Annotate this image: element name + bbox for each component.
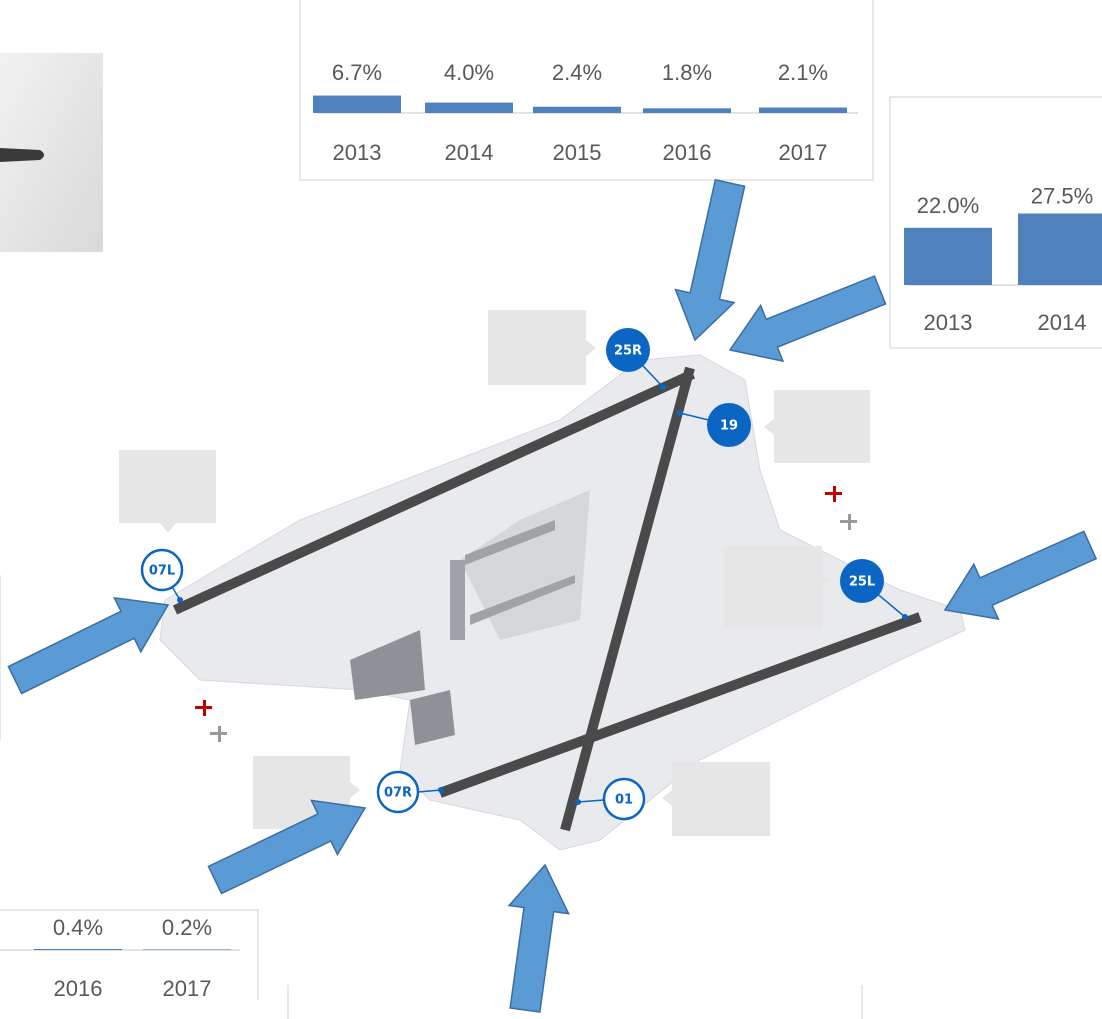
bar — [313, 96, 401, 113]
bar — [904, 228, 992, 285]
x-tick-label: 2013 — [924, 310, 973, 335]
runway-label: 19 — [720, 419, 738, 434]
bar — [425, 103, 513, 113]
arrow — [719, 262, 891, 378]
value-label: 0.4% — [53, 915, 103, 940]
plane-icon — [195, 700, 212, 716]
runway-label: 25L — [849, 575, 875, 590]
arrow — [495, 861, 574, 1014]
x-tick-label: 2013 — [333, 140, 382, 165]
x-tick-label: 2014 — [445, 140, 494, 165]
x-tick-label: 2014 — [1038, 310, 1087, 335]
runway-label: 25R — [614, 344, 642, 359]
value-label: 2.1% — [778, 60, 828, 85]
x-tick-label: 2016 — [54, 976, 103, 1001]
value-label: 4.0% — [444, 60, 494, 85]
value-label: 27.5% — [1031, 184, 1093, 209]
arrow — [666, 176, 760, 346]
chart-frame — [0, 910, 258, 1000]
plane-icon — [210, 726, 227, 742]
bar — [34, 949, 122, 950]
bar — [533, 107, 621, 113]
plane-icon — [840, 514, 857, 530]
airport-infographic: 25R 19 07L 25L 07R 01 6.7% 2013 4.0% 2014 2.… — [0, 0, 1102, 1019]
x-tick-label: 2017 — [779, 140, 828, 165]
arrow — [2, 578, 181, 707]
x-tick-label: 2015 — [553, 140, 602, 165]
value-label: 2.4% — [552, 60, 602, 85]
page: 25R 19 07L 25L 07R 01 6.7% 2013 4.0% 2014 2.… — [0, 0, 1102, 1019]
bar — [643, 108, 731, 113]
value-label: 0.2% — [162, 915, 212, 940]
bar — [143, 949, 231, 950]
photo-handle — [0, 148, 44, 162]
plane-icon — [825, 486, 842, 502]
value-label: 6.7% — [332, 60, 382, 85]
x-tick-label: 2016 — [663, 140, 712, 165]
value-label: 22.0% — [917, 193, 979, 218]
runway-label: 01 — [615, 793, 633, 808]
value-label: 1.8% — [662, 60, 712, 85]
bar — [1018, 214, 1102, 286]
runway-label: 07L — [149, 564, 175, 579]
runway-label: 07R — [384, 786, 412, 801]
x-tick-label: 2017 — [163, 976, 212, 1001]
bar — [759, 108, 847, 113]
